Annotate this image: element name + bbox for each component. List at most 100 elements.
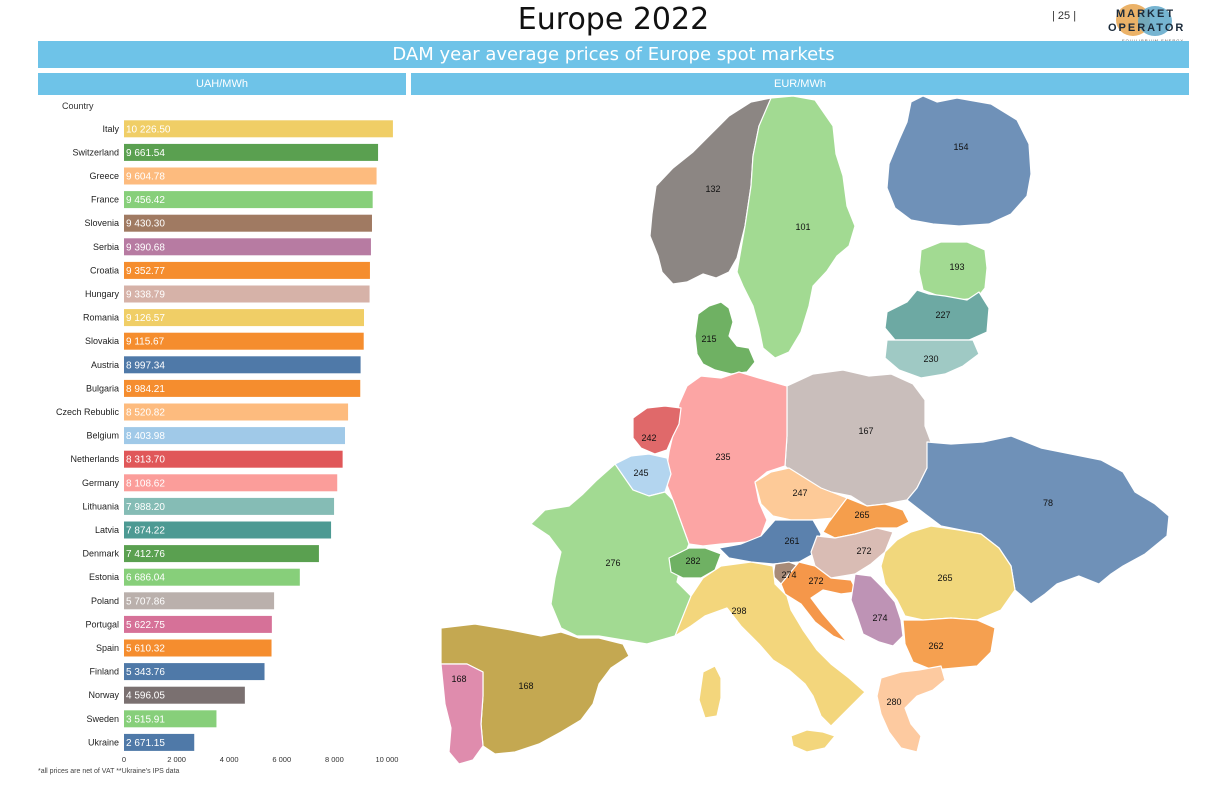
bar-value-label: 6 686.04 [126, 573, 165, 584]
map-value-label: 261 [784, 536, 799, 546]
category-label: Slovenia [84, 218, 119, 228]
bar [124, 686, 245, 704]
map-value-label: 78 [1043, 498, 1053, 508]
bar [124, 497, 335, 515]
category-label: Slovakia [85, 336, 119, 346]
map-value-label: 167 [858, 426, 873, 436]
bar [124, 592, 275, 610]
map-value-label: 247 [792, 488, 807, 498]
bar-value-label: 10 226.50 [126, 124, 171, 135]
category-label: Sweden [86, 714, 119, 724]
category-label: Finland [89, 667, 119, 677]
map-value-label: 265 [854, 510, 869, 520]
category-label: Portugal [85, 619, 119, 629]
map-value-label: 132 [705, 184, 720, 194]
map-value-label: 262 [928, 641, 943, 651]
category-header: Country [62, 101, 94, 111]
map-value-label: 276 [605, 558, 620, 568]
map-region-sardinia [698, 665, 722, 719]
category-label: Czech Rebublic [56, 407, 120, 417]
map-value-label: 154 [953, 142, 968, 152]
bar [124, 261, 370, 279]
map-value-label: 280 [886, 697, 901, 707]
map-region-ukraine [906, 435, 1170, 605]
category-label: Belgium [86, 431, 119, 441]
category-label: Germany [82, 478, 120, 488]
bar-value-label: 9 456.42 [126, 195, 165, 206]
bar-value-label: 9 115.67 [126, 337, 165, 348]
map-value-label: 265 [937, 573, 952, 583]
bar [124, 663, 265, 681]
map-region-denmark [694, 301, 756, 375]
map-value-label: 272 [808, 576, 823, 586]
bar-value-label: 8 108.62 [126, 478, 165, 489]
logo-line1: MARKET [1116, 8, 1176, 20]
bar-value-label: 9 604.78 [126, 172, 165, 183]
map-region-france [530, 463, 692, 645]
market-operator-logo: MARKET OPERATOR EQUILIBRIUM ENERGY [1102, 2, 1194, 44]
map-region-estonia [918, 241, 988, 301]
bar [124, 167, 377, 185]
bar [124, 356, 361, 374]
bar-value-label: 5 343.76 [126, 667, 165, 678]
category-label: Lithuania [82, 501, 119, 511]
bar-value-label: 8 403.98 [126, 431, 165, 442]
x-tick-label: 2 000 [167, 755, 186, 764]
map-region-bulgaria [902, 617, 996, 671]
map-value-label: 298 [731, 606, 746, 616]
bar-value-label: 9 430.30 [126, 219, 165, 230]
x-tick-label: 0 [122, 755, 126, 764]
x-tick-label: 8 000 [325, 755, 344, 764]
right-panel-header: EUR/MWh [411, 73, 1189, 95]
category-label: Serbia [93, 242, 119, 252]
map-value-label: 215 [701, 334, 716, 344]
map-value-label: 227 [935, 310, 950, 320]
bar-value-label: 7 988.20 [126, 502, 165, 513]
bar [124, 285, 370, 303]
bar-value-label: 8 313.70 [126, 455, 165, 466]
bar-value-label: 5 610.32 [126, 644, 165, 655]
x-tick-label: 4 000 [220, 755, 239, 764]
europe-map: 132 101 154 193 227 230 215 167 78 235 242 245 247 26… [411, 96, 1189, 774]
category-label: Spain [96, 643, 119, 653]
bar [124, 403, 349, 421]
bar [124, 615, 272, 633]
map-region-netherlands [632, 405, 682, 455]
category-label: Greece [89, 171, 119, 181]
map-value-label: 168 [451, 674, 466, 684]
bar [124, 309, 364, 327]
category-label: Austria [91, 360, 119, 370]
category-label: Switzerland [72, 147, 119, 157]
category-label: Poland [91, 596, 119, 606]
bar [124, 710, 217, 728]
map-value-label: 282 [685, 556, 700, 566]
category-label: Hungary [85, 289, 120, 299]
bar-value-label: 9 338.79 [126, 290, 165, 301]
bar-value-label: 8 520.82 [126, 408, 165, 419]
page-number: | 25 | [1052, 10, 1077, 22]
bar-value-label: 9 352.77 [126, 266, 165, 277]
bar [124, 427, 345, 445]
bar [124, 214, 372, 232]
map-region-hungary [810, 527, 894, 579]
map-region-italy [674, 561, 866, 727]
bar-value-label: 4 596.05 [126, 691, 165, 702]
category-label: Bulgaria [86, 383, 119, 393]
map-value-label: 274 [781, 570, 796, 580]
bar [124, 639, 272, 657]
bar [124, 450, 343, 468]
map-region-greece [876, 665, 946, 753]
bar-value-label: 9 661.54 [126, 148, 165, 159]
logo-blue-blob [1138, 6, 1172, 36]
chart-banner: DAM year average prices of Europe spot m… [38, 41, 1189, 68]
bar [124, 191, 373, 209]
map-region-portugal [440, 663, 484, 765]
map-region-finland [886, 96, 1032, 227]
map-value-label: 168 [518, 681, 533, 691]
bar [124, 332, 364, 350]
logo-tagline: EQUILIBRIUM ENERGY [1122, 38, 1184, 43]
bar [124, 143, 379, 161]
category-label: Italy [102, 124, 119, 134]
bar-value-label: 3 515.91 [126, 714, 165, 725]
logo-line2: OPERATOR [1108, 22, 1186, 34]
